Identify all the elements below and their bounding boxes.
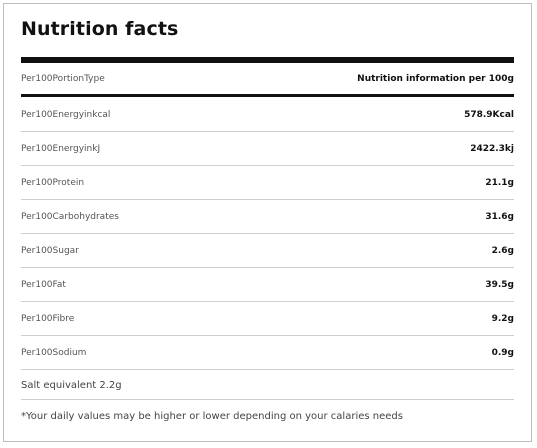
nutrient-label: Per100Fat xyxy=(21,279,66,290)
nutrient-row-sugar: Per100Sugar 2.6g xyxy=(21,234,514,268)
salt-equivalent: Salt equivalent 2.2g xyxy=(21,376,514,400)
nutrient-row-carbohydrates: Per100Carbohydrates 31.6g xyxy=(21,200,514,234)
nutrient-row-protein: Per100Protein 21.1g xyxy=(21,166,514,200)
nutrition-facts-title: Nutrition facts xyxy=(21,18,179,40)
nutrient-row-energy-kj: Per100EnergyinkJ 2422.3kj xyxy=(21,132,514,166)
nutrient-value: 9.2g xyxy=(491,313,514,324)
nutrient-value: 39.5g xyxy=(485,279,514,290)
nutrient-row-energy-kcal: Per100Energyinkcal 578.9Kcal xyxy=(21,98,514,132)
nutrient-value: 0.9g xyxy=(491,347,514,358)
nutrient-row-sodium: Per100Sodium 0.9g xyxy=(21,336,514,370)
nutrient-label: Per100Protein xyxy=(21,177,85,188)
nutrient-label: Per100Sugar xyxy=(21,245,79,256)
nutrition-facts-panel: Nutrition facts Per100PortionType Nutrit… xyxy=(3,3,532,442)
title-divider xyxy=(21,57,514,63)
nutrient-value: 2422.3kj xyxy=(470,143,514,154)
nutrient-value: 578.9Kcal xyxy=(464,109,514,120)
portion-type-label: Per100PortionType xyxy=(21,74,105,84)
portion-type-value: Nutrition information per 100g xyxy=(357,74,514,84)
nutrient-label: Per100Sodium xyxy=(21,347,87,358)
nutrient-row-fibre: Per100Fibre 9.2g xyxy=(21,302,514,336)
daily-values-footnote: *Your daily values may be higher or lowe… xyxy=(21,411,403,422)
nutrient-label: Per100Fibre xyxy=(21,313,75,324)
nutrient-label: Per100Carbohydrates xyxy=(21,211,119,222)
nutrient-value: 2.6g xyxy=(491,245,514,256)
header-divider xyxy=(21,94,514,97)
nutrient-row-fat: Per100Fat 39.5g xyxy=(21,268,514,302)
nutrient-value: 21.1g xyxy=(485,177,514,188)
nutrient-label: Per100EnergyinkJ xyxy=(21,143,101,154)
nutrient-value: 31.6g xyxy=(485,211,514,222)
nutrient-label: Per100Energyinkcal xyxy=(21,109,111,120)
portion-type-row: Per100PortionType Nutrition information … xyxy=(21,61,514,97)
